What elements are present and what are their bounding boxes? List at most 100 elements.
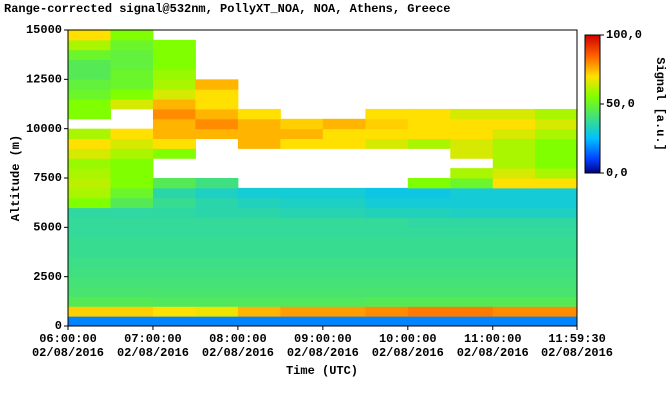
heatmap-cell (68, 187, 111, 199)
heatmap-cell (322, 138, 366, 149)
heatmap-cell (450, 237, 494, 248)
x-tick-label: 02/08/2016 (202, 346, 274, 360)
heatmap-cell (535, 108, 578, 120)
heatmap-cell (535, 276, 578, 288)
heatmap-cell (535, 247, 578, 258)
heatmap-cell (535, 148, 578, 159)
heatmap-cell (110, 207, 154, 218)
heatmap-cell (237, 306, 281, 317)
heatmap-cell (152, 69, 196, 80)
heatmap-cell (68, 256, 111, 268)
heatmap-cell (322, 237, 366, 248)
heatmap-cell (322, 128, 366, 140)
heatmap-cell (492, 128, 536, 140)
heatmap-cell (110, 49, 154, 61)
heatmap-cell (365, 237, 409, 248)
heatmap-cell (450, 296, 494, 307)
heatmap-cell (68, 286, 111, 297)
heatmap-cell (195, 247, 239, 258)
x-tick-label: 11:59:30 (548, 332, 606, 346)
heatmap-cell (68, 237, 111, 248)
heatmap-cell (68, 79, 111, 90)
heatmap-cell (535, 178, 578, 189)
heatmap-cell (68, 128, 111, 140)
heatmap-cell (407, 207, 451, 218)
heatmap-cell (152, 306, 196, 317)
heatmap-cell (237, 296, 281, 307)
heatmap-cell (450, 217, 494, 228)
heatmap-cell (450, 148, 494, 159)
heatmap-cell (237, 256, 281, 268)
heatmap-cell (407, 118, 451, 130)
heatmap-cell (322, 197, 366, 209)
heatmap-cell (110, 79, 154, 90)
heatmap-cell (110, 266, 154, 278)
y-tick-label: 12500 (26, 73, 62, 87)
heatmap-cell (237, 128, 281, 140)
heatmap-cell (450, 316, 494, 327)
heatmap-cell (322, 276, 366, 288)
heatmap-cell (365, 306, 409, 317)
heatmap-cell (492, 217, 536, 228)
x-tick-label: 10:00:00 (379, 332, 437, 346)
heatmap-cell (237, 286, 281, 297)
heatmap-cell (492, 316, 536, 327)
heatmap-cell (152, 49, 196, 61)
heatmap-cell (450, 247, 494, 258)
heatmap-cell (68, 49, 111, 61)
heatmap-cell (407, 128, 451, 140)
heatmap-cell (68, 89, 111, 100)
heatmap-cell (407, 138, 451, 149)
heatmap-cell (152, 237, 196, 248)
heatmap-cell (195, 296, 239, 307)
heatmap-cell (365, 187, 409, 199)
heatmap-cell (407, 247, 451, 258)
heatmap-cell (535, 207, 578, 218)
heatmap-cell (152, 39, 196, 51)
heatmap-cell (237, 108, 281, 120)
heatmap-cell (407, 178, 451, 189)
heatmap-cell (195, 108, 239, 120)
heatmap-cell (280, 316, 324, 327)
heatmap-cell (195, 316, 239, 327)
heatmap-cell (492, 256, 536, 268)
heatmap-cell (110, 187, 154, 199)
heatmap-cell (322, 266, 366, 278)
heatmap-cell (195, 79, 239, 90)
heatmap-cell (152, 59, 196, 70)
heatmap-cell (365, 256, 409, 268)
heatmap-cell (237, 217, 281, 228)
colorbar-tick-label: 100,0 (606, 28, 642, 42)
heatmap-cell (407, 187, 451, 199)
heatmap-cell (195, 237, 239, 248)
heatmap-cell (365, 207, 409, 218)
heatmap-cell (68, 276, 111, 288)
heatmap-cell (450, 108, 494, 120)
heatmap-cell (195, 227, 239, 238)
heatmap-cell (280, 187, 324, 199)
heatmap-cell (280, 306, 324, 317)
heatmap-cell (237, 276, 281, 288)
y-tick-label: 2500 (33, 270, 62, 284)
heatmap-cell (450, 286, 494, 297)
heatmap-cell (535, 197, 578, 209)
heatmap-cell (322, 286, 366, 297)
heatmap-cell (152, 266, 196, 278)
heatmap-cell (280, 217, 324, 228)
heatmap-cell (152, 138, 196, 149)
heatmap-cell (110, 286, 154, 297)
heatmap-cell (365, 286, 409, 297)
heatmap-cell (492, 296, 536, 307)
x-tick-label: 02/08/2016 (287, 346, 359, 360)
heatmap-cell (535, 256, 578, 268)
heatmap-cell (110, 247, 154, 258)
heatmap-cell (492, 158, 536, 169)
heatmap-cell (280, 286, 324, 297)
heatmap-cell (322, 217, 366, 228)
heatmap-cell (407, 237, 451, 248)
heatmap-cell (237, 118, 281, 130)
y-tick-label: 5000 (33, 221, 62, 235)
heatmap-cell (407, 286, 451, 297)
heatmap-cell (450, 256, 494, 268)
heatmap-cell (110, 99, 154, 110)
